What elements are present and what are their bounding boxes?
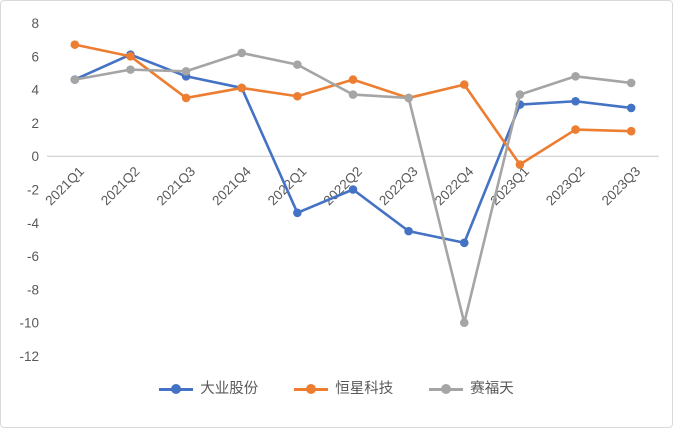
legend-marker-series-2-icon bbox=[294, 384, 329, 395]
x-axis-tick-label: 2021Q2 bbox=[98, 164, 143, 209]
x-axis-tick-label: 2022Q4 bbox=[432, 163, 477, 208]
series-1-marker bbox=[293, 208, 302, 218]
series-1-marker bbox=[404, 226, 413, 236]
series-2-marker bbox=[626, 126, 636, 136]
series-3-marker bbox=[626, 78, 636, 88]
y-axis-tick-label: 6 bbox=[31, 49, 39, 64]
legend-item-series-3: 赛福天 bbox=[429, 382, 514, 397]
series-line-2 bbox=[73, 43, 633, 166]
series-2-marker bbox=[459, 80, 469, 89]
x-axis-tick-label: 2021Q3 bbox=[154, 164, 199, 209]
series-3-marker bbox=[293, 60, 302, 69]
y-axis-tick-label: -10 bbox=[19, 316, 39, 331]
x-axis-tick-label: 2022Q3 bbox=[376, 164, 421, 209]
series-3-marker bbox=[126, 65, 135, 74]
series-2-marker bbox=[70, 40, 80, 49]
series-3-marker bbox=[459, 318, 469, 328]
legend-label-series-2: 恒星科技 bbox=[335, 381, 394, 397]
chart-legend: 大业股份 恒星科技 赛福天 bbox=[1, 382, 672, 397]
y-axis-tick-label: -6 bbox=[27, 249, 39, 264]
series-3-marker bbox=[70, 75, 80, 84]
series-3-marker bbox=[348, 90, 358, 99]
legend-label-series-1: 大业股份 bbox=[200, 381, 259, 397]
series-3-marker bbox=[237, 48, 247, 58]
y-axis-tick-label: -4 bbox=[27, 216, 39, 231]
legend-item-series-1: 大业股份 bbox=[159, 382, 258, 397]
legend-label-series-3: 赛福天 bbox=[470, 381, 514, 397]
y-axis-tick-label: -12 bbox=[19, 349, 39, 364]
x-axis-tick-label: 2021Q4 bbox=[209, 163, 254, 208]
y-axis-tick-label: -8 bbox=[27, 282, 39, 297]
series-1-marker bbox=[626, 103, 636, 113]
series-2-marker bbox=[181, 93, 191, 103]
series-1-marker bbox=[459, 238, 469, 248]
series-3-marker bbox=[404, 93, 413, 103]
y-axis-tick-label: 8 bbox=[31, 16, 39, 31]
series-3-marker bbox=[181, 66, 191, 76]
series-2-marker bbox=[237, 83, 247, 93]
y-axis-tick-label: 0 bbox=[31, 149, 39, 164]
series-3-marker bbox=[515, 90, 525, 99]
series-2-marker bbox=[348, 75, 358, 84]
x-axis-tick-label: 2023Q2 bbox=[543, 164, 588, 209]
series-2-marker bbox=[515, 160, 525, 169]
x-axis-tick-label: 2023Q3 bbox=[599, 164, 644, 209]
y-axis-tick-label: 2 bbox=[31, 116, 39, 131]
x-axis-tick-label: 2022Q1 bbox=[265, 164, 310, 209]
series-2-marker bbox=[126, 52, 135, 61]
x-axis-tick-label: 2021Q1 bbox=[42, 164, 87, 209]
y-axis-tick-label: -2 bbox=[27, 183, 39, 198]
series-3-marker bbox=[571, 71, 580, 81]
legend-marker-series-3-icon bbox=[429, 384, 464, 395]
y-axis-tick-label: 4 bbox=[31, 83, 39, 98]
legend-marker-series-1-icon bbox=[159, 384, 194, 395]
series-2-marker bbox=[293, 91, 302, 101]
series-1-marker bbox=[571, 96, 580, 106]
series-2-marker bbox=[571, 125, 580, 134]
series-1-marker bbox=[348, 185, 358, 194]
legend-item-series-2: 恒星科技 bbox=[294, 382, 393, 397]
